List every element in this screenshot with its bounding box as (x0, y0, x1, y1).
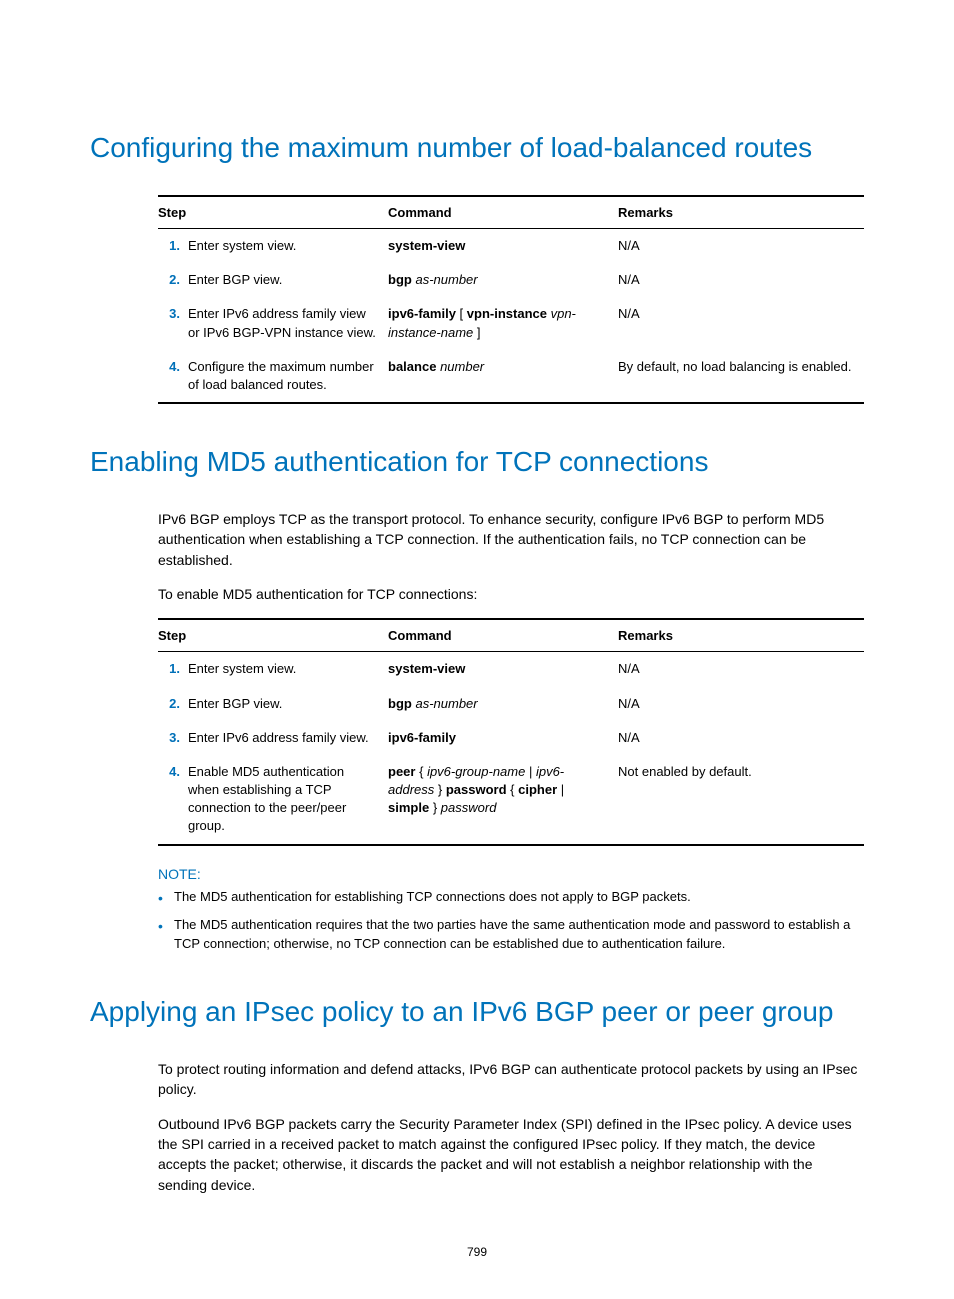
note-list: The MD5 authentication for establishing … (158, 888, 864, 955)
step-text: Enter system view. (188, 229, 388, 264)
steps-table-load-balance: Step Command Remarks 1. Enter system vie… (158, 195, 864, 404)
table-row: 4. Enable MD5 authentication when establ… (158, 755, 864, 845)
step-command: system-view (388, 229, 618, 264)
section-heading: Configuring the maximum number of load-b… (90, 130, 864, 165)
step-remarks: N/A (618, 652, 864, 687)
section-heading: Enabling MD5 authentication for TCP conn… (90, 444, 864, 479)
step-command: bgp as-number (388, 263, 618, 297)
col-remarks: Remarks (618, 619, 864, 652)
step-remarks: N/A (618, 721, 864, 755)
col-command: Command (388, 619, 618, 652)
step-number: 4. (158, 755, 188, 845)
page-number: 799 (90, 1245, 864, 1259)
col-remarks: Remarks (618, 196, 864, 229)
table-row: 4. Configure the maximum number of load … (158, 350, 864, 403)
step-text: Enter IPv6 address family view or IPv6 B… (188, 297, 388, 349)
step-text: Enter system view. (188, 652, 388, 687)
step-remarks: By default, no load balancing is enabled… (618, 350, 864, 403)
table-row: 3. Enter IPv6 address family view or IPv… (158, 297, 864, 349)
step-remarks: N/A (618, 297, 864, 349)
table-row: 2. Enter BGP view. bgp as-number N/A (158, 687, 864, 721)
step-command: ipv6-family (388, 721, 618, 755)
step-number: 2. (158, 687, 188, 721)
body-paragraph: IPv6 BGP employs TCP as the transport pr… (158, 509, 864, 570)
step-number: 4. (158, 350, 188, 403)
step-text: Enter IPv6 address family view. (188, 721, 388, 755)
step-remarks: N/A (618, 687, 864, 721)
step-remarks: N/A (618, 263, 864, 297)
step-text: Configure the maximum number of load bal… (188, 350, 388, 403)
table-row: 2. Enter BGP view. bgp as-number N/A (158, 263, 864, 297)
step-command: system-view (388, 652, 618, 687)
col-step: Step (158, 619, 388, 652)
section-heading: Applying an IPsec policy to an IPv6 BGP … (90, 994, 864, 1029)
body-paragraph: Outbound IPv6 BGP packets carry the Secu… (158, 1114, 864, 1195)
step-command: balance number (388, 350, 618, 403)
step-command: peer { ipv6-group-name | ipv6-address } … (388, 755, 618, 845)
step-number: 2. (158, 263, 188, 297)
body-paragraph: To enable MD5 authentication for TCP con… (158, 584, 864, 604)
col-step: Step (158, 196, 388, 229)
steps-table-md5: Step Command Remarks 1. Enter system vie… (158, 618, 864, 845)
step-text: Enable MD5 authentication when establish… (188, 755, 388, 845)
step-number: 1. (158, 229, 188, 264)
col-command: Command (388, 196, 618, 229)
table-row: 1. Enter system view. system-view N/A (158, 652, 864, 687)
step-remarks: N/A (618, 229, 864, 264)
list-item: The MD5 authentication requires that the… (158, 916, 864, 954)
step-number: 3. (158, 297, 188, 349)
note-label: NOTE: (158, 866, 864, 882)
step-command: ipv6-family [ vpn-instance vpn-instance-… (388, 297, 618, 349)
table-row: 3. Enter IPv6 address family view. ipv6-… (158, 721, 864, 755)
step-text: Enter BGP view. (188, 263, 388, 297)
table-row: 1. Enter system view. system-view N/A (158, 229, 864, 264)
step-number: 1. (158, 652, 188, 687)
list-item: The MD5 authentication for establishing … (158, 888, 864, 907)
step-command: bgp as-number (388, 687, 618, 721)
step-number: 3. (158, 721, 188, 755)
step-remarks: Not enabled by default. (618, 755, 864, 845)
step-text: Enter BGP view. (188, 687, 388, 721)
body-paragraph: To protect routing information and defen… (158, 1059, 864, 1100)
